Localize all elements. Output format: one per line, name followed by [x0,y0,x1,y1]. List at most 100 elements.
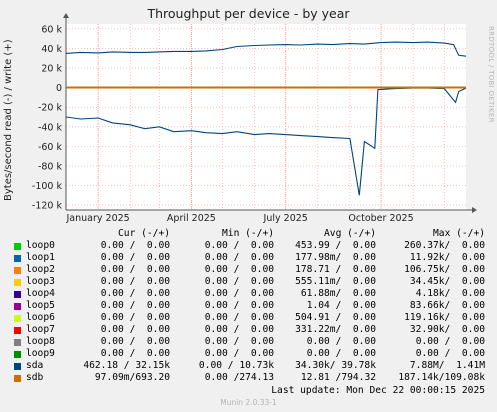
legend-cur: 0.00 / 0.00 [100,264,170,275]
x-tick-label: October 2025 [348,213,413,224]
legend-name: loop3 [26,276,55,287]
legend-row: loop4 0.00 / 0.00 0.00 / 0.00 61.88m/ 0.00 4… [0,288,497,300]
legend-row: loop5 0.00 / 0.00 0.00 / 0.00 1.04 / 0.00 83… [0,300,497,312]
legend-max: 32.90k/ 0.00 [409,324,485,335]
legend-name: loop5 [26,300,55,311]
x-axis-arrow [472,207,477,213]
legend-min: 0.00 / 0.00 [204,264,274,275]
header-min: Min (-/+) [222,228,274,239]
y-tick-label: -80 k [38,161,63,172]
legend-max: 119.16k/ 0.00 [404,312,485,323]
legend-max: 7.88M/ 1.41M [409,360,485,371]
legend-avg: 331.22m/ 0.00 [295,324,376,335]
legend-max: 187.14k/109.08k [398,372,485,383]
munin-version: Munin 2.0.33-1 [220,398,277,407]
legend-max: 34.45k/ 0.00 [409,276,485,287]
legend-swatch [14,363,21,370]
y-tick-label: 60 k [41,24,62,35]
y-tick-label: 40 k [41,44,62,55]
legend-max: 83.66k/ 0.00 [409,300,485,311]
legend-cur: 0.00 / 0.00 [100,312,170,323]
plot-area: 60 k 40 k 20 k 0 -20 k -40 k -60 k -80 k -100 k -… [32,13,477,224]
legend-avg: 0.00 / 0.00 [306,348,376,359]
legend-min: 0.00 / 0.00 [204,348,274,359]
legend-min: 0.00 / 0.00 [204,288,274,299]
legend-max: 4.18k/ 0.00 [415,288,485,299]
legend-avg: 177.98m/ 0.00 [295,252,376,263]
legend-row: loop9 0.00 / 0.00 0.00 / 0.00 0.00 / 0.00 0.… [0,348,497,360]
legend-min: 0.00 / 0.00 [204,324,274,335]
chart-title: Throughput per device - by year [147,6,350,21]
legend-swatch [14,315,21,322]
legend-name: loop6 [26,312,55,323]
legend-row: sda 462.18 / 32.15k 0.00 / 10.73k 34.30k/ 3… [0,360,497,372]
y-tick-label: -40 k [38,122,63,133]
legend-swatch [14,351,21,358]
legend-min: 0.00 /274.13 [204,372,274,383]
legend-min: 0.00 / 0.00 [204,300,274,311]
legend-cur: 0.00 / 0.00 [100,276,170,287]
legend-cur: 0.00 / 0.00 [100,240,170,251]
x-tick-label: April 2025 [167,213,216,224]
legend-name: loop8 [26,336,55,347]
legend-row: loop7 0.00 / 0.00 0.00 / 0.00 331.22m/ 0.00… [0,324,497,336]
legend-max: 11.92k/ 0.00 [409,252,485,263]
legend-row: loop1 0.00 / 0.00 0.00 / 0.00 177.98m/ 0.00… [0,252,497,264]
legend-swatch [14,303,21,310]
legend-cur: 0.00 / 0.00 [100,252,170,263]
y-tick-label: -100 k [32,181,63,192]
legend-name: sda [26,360,44,371]
plot-background [66,24,466,210]
y-tick-label: -60 k [38,142,63,153]
legend-name: loop2 [26,264,55,275]
legend-cur: 462.18 / 32.15k [83,360,170,371]
legend-row: sdb 97.09m/693.20 0.00 /274.13 12.81 /794.3… [0,372,497,384]
legend-cur: 0.00 / 0.00 [100,324,170,335]
legend-swatch [14,291,21,298]
legend-avg: 12.81 /794.32 [300,372,376,383]
legend-swatch [14,279,21,286]
legend-name: loop4 [26,288,55,299]
y-tick-label: -120 k [32,201,63,212]
legend-swatch [14,267,21,274]
y-axis-arrow [63,13,69,18]
legend-cur: 0.00 / 0.00 [100,300,170,311]
legend-swatch [14,243,21,250]
header-max: Max (-/+) [433,228,485,239]
legend-min: 0.00 / 0.00 [204,276,274,287]
legend-min: 0.00 / 0.00 [204,336,274,347]
legend-swatch [14,375,21,382]
legend-row: loop2 0.00 / 0.00 0.00 / 0.00 178.71 / 0.00… [0,264,497,276]
legend-avg: 453.99 / 0.00 [295,240,376,251]
legend-avg: 34.30k/ 39.78k [295,360,376,371]
legend-avg: 178.71 / 0.00 [295,264,376,275]
legend-avg: 0.00 / 0.00 [306,336,376,347]
legend-avg: 555.11m/ 0.00 [295,276,376,287]
legend-max: 0.00 / 0.00 [415,336,485,347]
legend-name: loop0 [26,240,55,251]
x-tick-label: July 2025 [263,213,308,224]
legend-max: 106.75k/ 0.00 [404,264,485,275]
legend-row: loop0 0.00 / 0.00 0.00 / 0.00 453.99 / 0.00… [0,240,497,252]
legend-min: 0.00 / 0.00 [204,312,274,323]
legend-header: Cur (-/+) Min (-/+) Avg (-/+) Max (-/+) [0,228,497,240]
legend-cur: 0.00 / 0.00 [100,348,170,359]
legend-name: loop9 [26,348,55,359]
y-tick-label: -20 k [38,103,63,114]
legend-cur: 0.00 / 0.00 [100,288,170,299]
y-tick-label: 0 [56,83,62,94]
rrdtool-credit: RRDTOOL / TOBI OETIKER [487,26,495,123]
legend-swatch [14,339,21,346]
legend-min: 0.00 / 10.73k [198,360,274,371]
legend-cur: 97.09m/693.20 [94,372,170,383]
legend-row: loop3 0.00 / 0.00 0.00 / 0.00 555.11m/ 0.00… [0,276,497,288]
legend-cur: 0.00 / 0.00 [100,336,170,347]
legend-swatch [14,255,21,262]
legend-swatch [14,327,21,334]
legend-min: 0.00 / 0.00 [204,252,274,263]
legend-avg: 1.04 / 0.00 [306,300,376,311]
last-update: Last update: Mon Dec 22 00:00:15 2025 [271,385,485,396]
header-cur: Cur (-/+) [118,228,170,239]
legend-min: 0.00 / 0.00 [204,240,274,251]
